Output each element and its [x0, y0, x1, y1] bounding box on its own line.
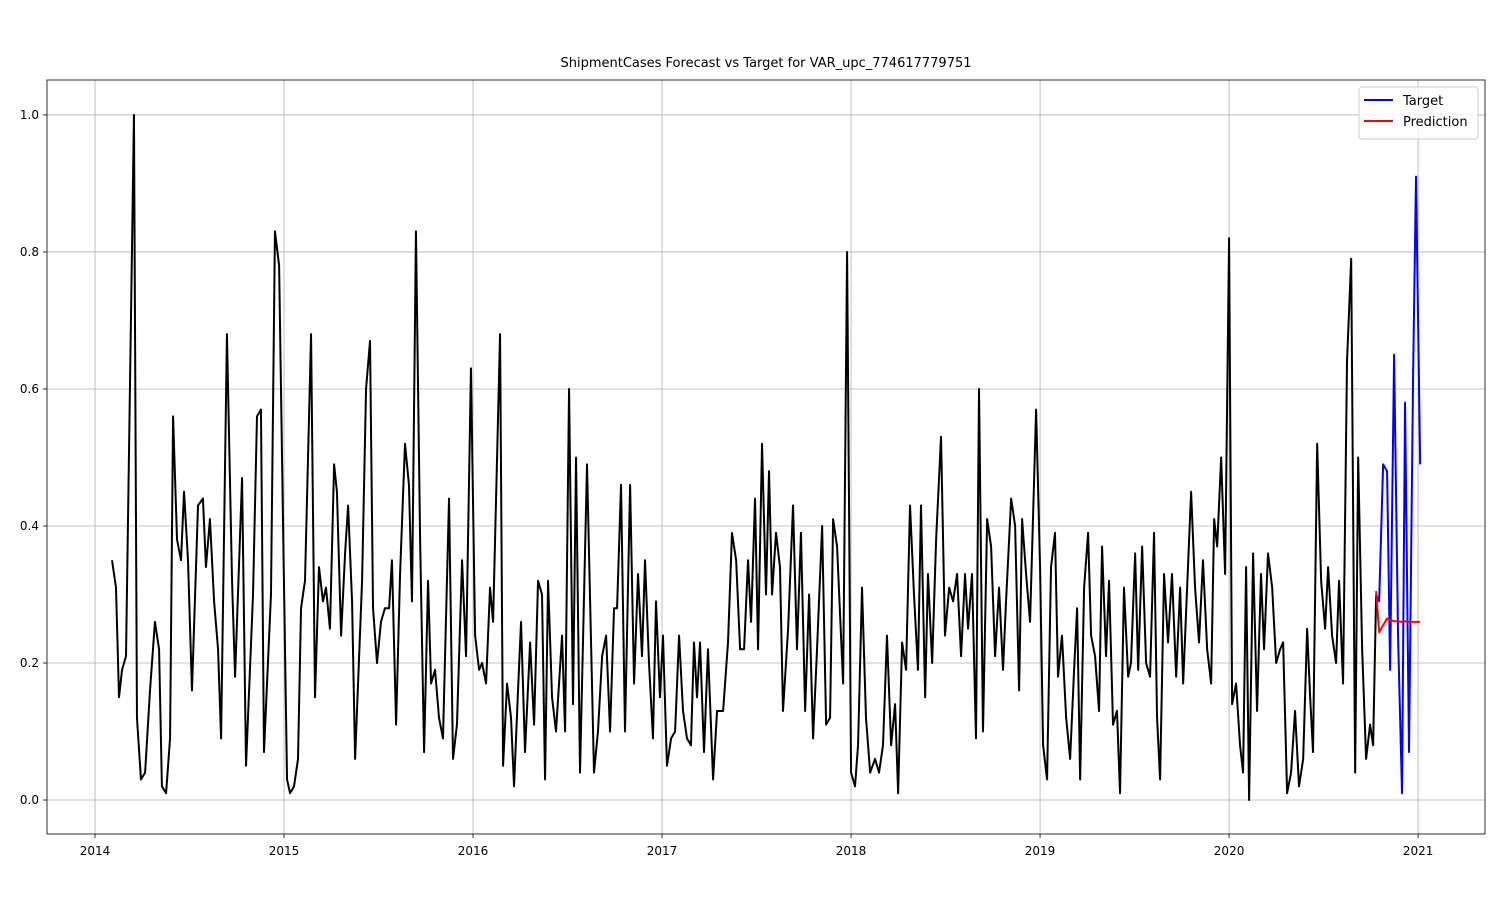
x-tick-label: 2021	[1403, 844, 1434, 858]
x-tick-label: 2016	[458, 844, 489, 858]
y-tick-label: 0.0	[20, 793, 39, 807]
x-tick-label: 2015	[269, 844, 300, 858]
plot-frame	[46, 79, 1486, 835]
x-tick-label: 2017	[647, 844, 678, 858]
series-line	[1375, 590, 1421, 634]
series-line	[111, 113, 1378, 802]
y-tick-label: 0.6	[20, 382, 39, 396]
y-tick-label: 0.2	[20, 656, 39, 670]
x-tick-label: 2020	[1214, 844, 1245, 858]
series-line	[1375, 175, 1422, 795]
y-tick-label: 0.8	[20, 245, 39, 259]
x-tick-label: 2019	[1025, 844, 1056, 858]
legend-label: Target	[1402, 94, 1443, 109]
y-tick-label: 0.4	[20, 519, 39, 533]
y-tick-label: 1.0	[20, 108, 39, 122]
chart-title: ShipmentCases Forecast vs Target for VAR…	[560, 56, 971, 71]
x-tick-label: 2018	[836, 844, 867, 858]
x-tick-label: 2014	[80, 844, 111, 858]
legend-label: Prediction	[1403, 115, 1468, 130]
